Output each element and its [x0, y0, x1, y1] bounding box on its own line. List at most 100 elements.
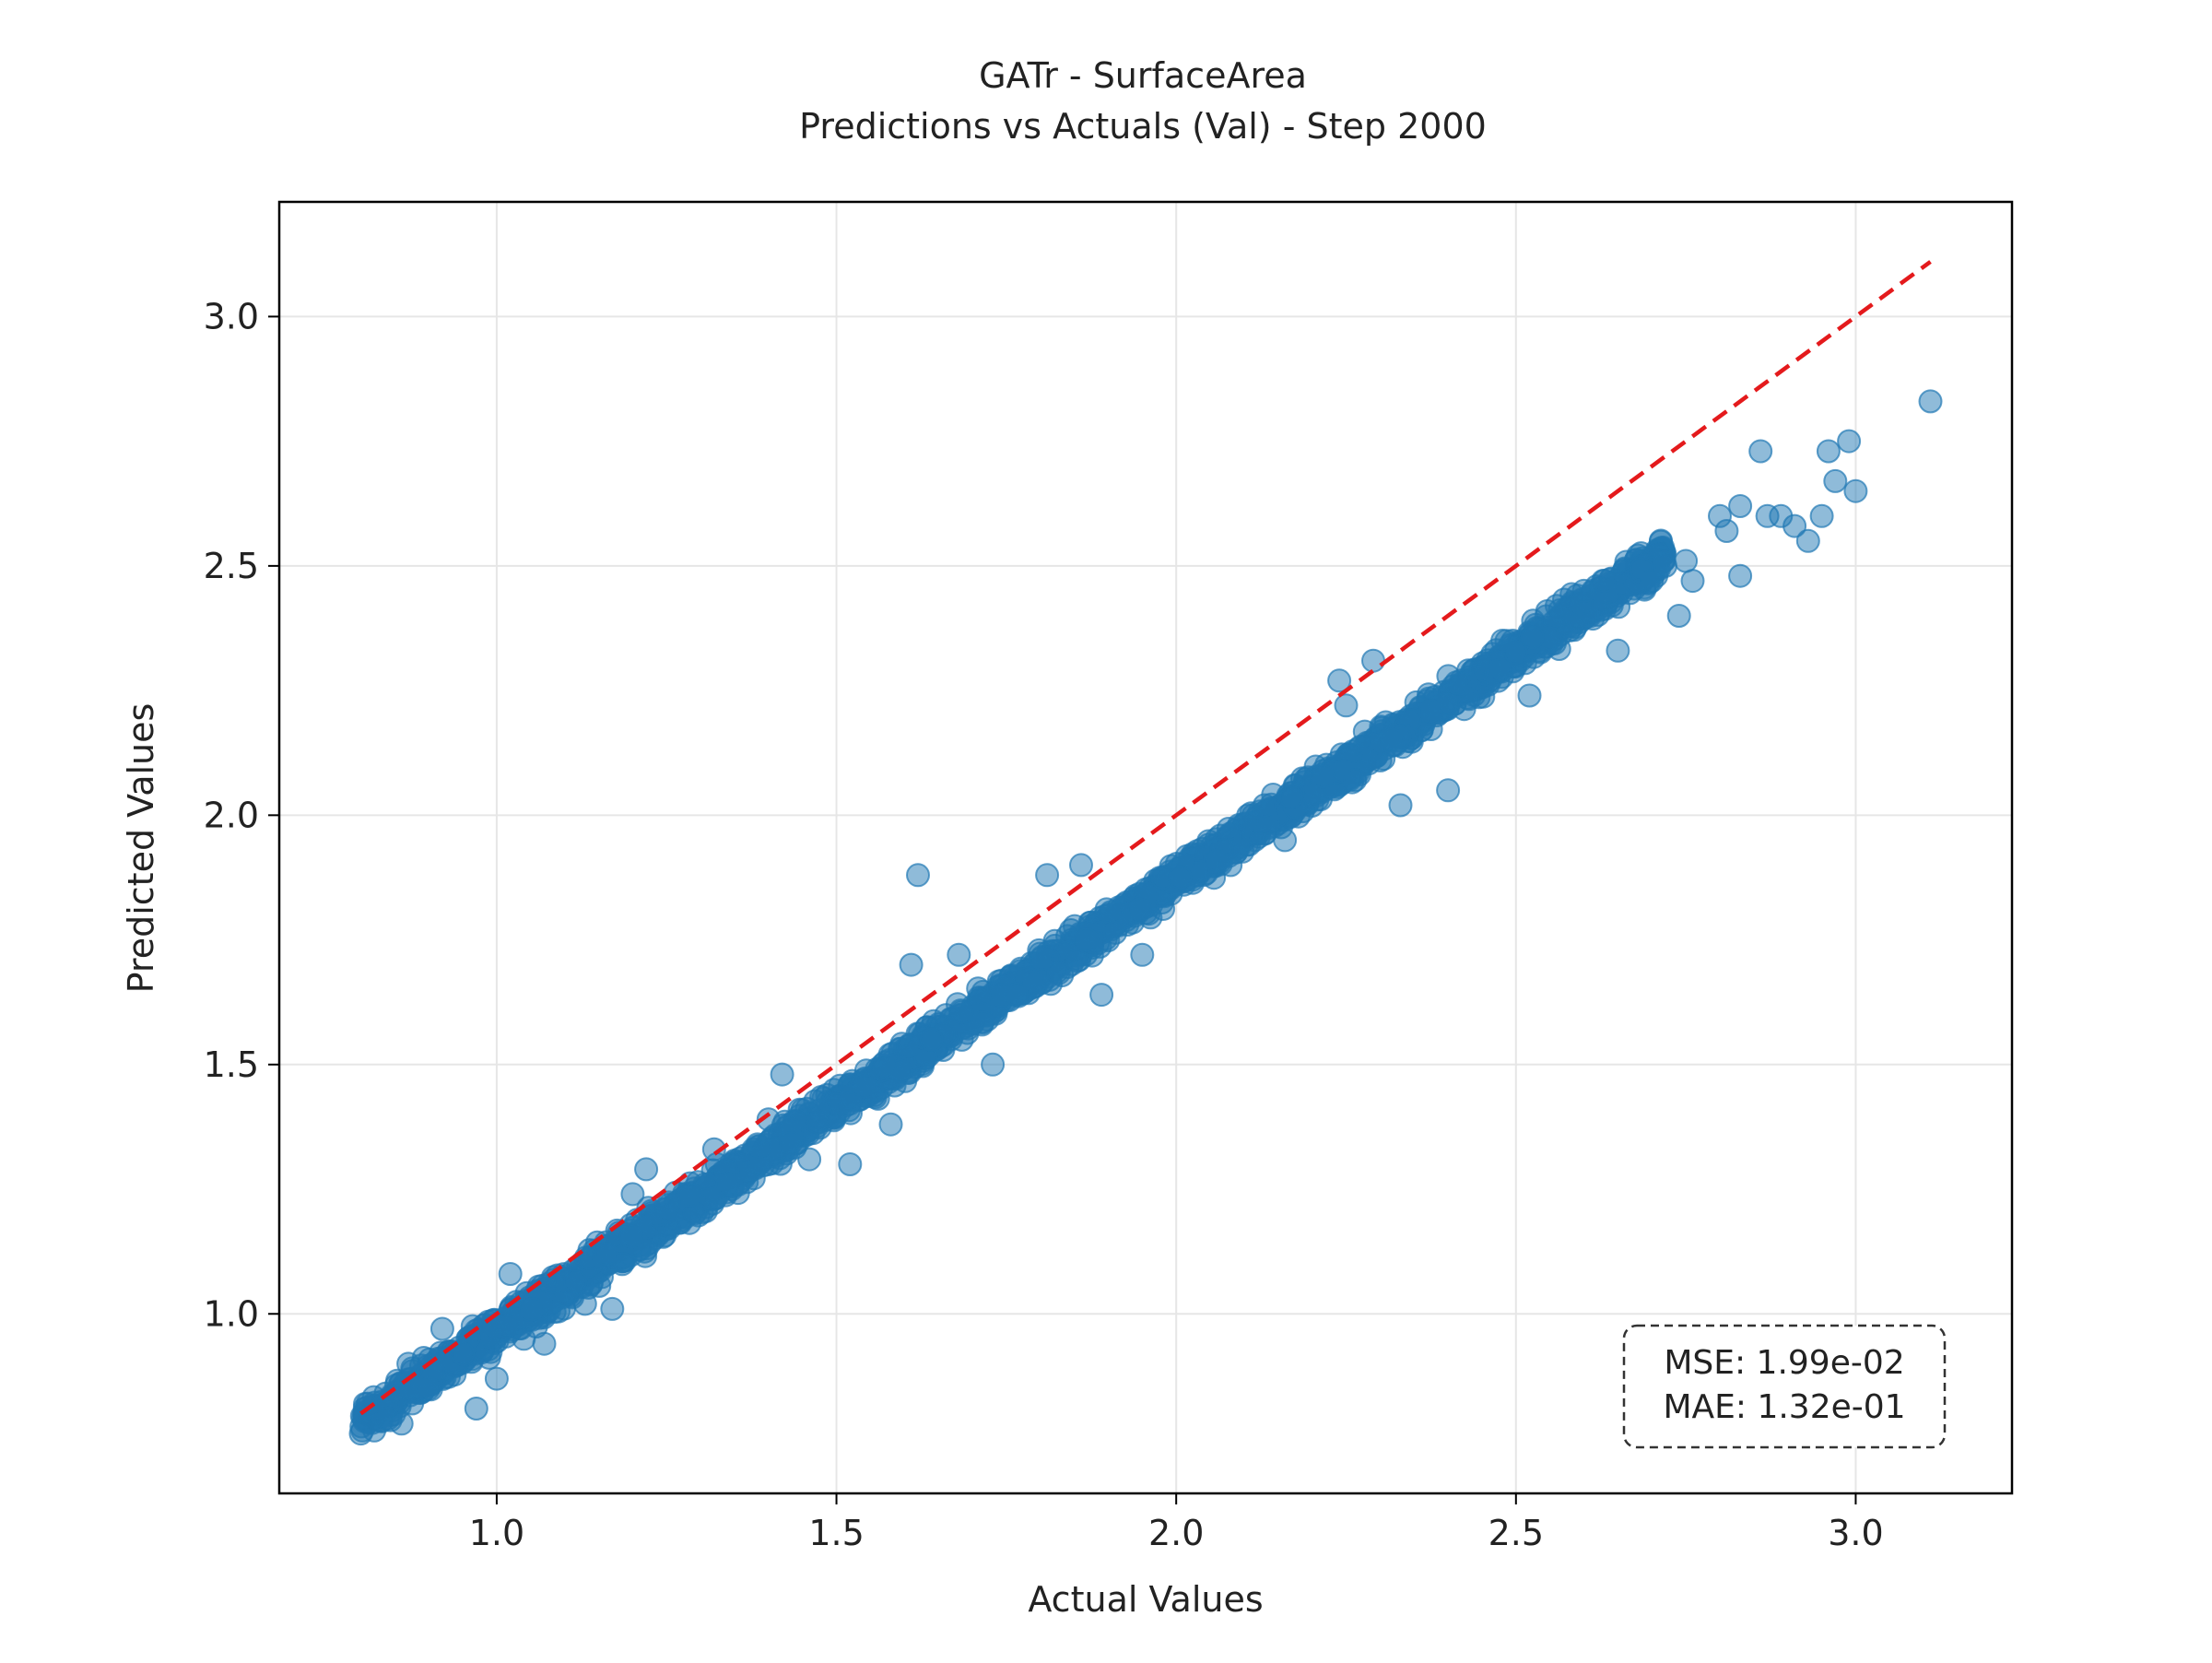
- y-tick-label: 2.0: [204, 795, 259, 835]
- data-point: [1388, 793, 1413, 818]
- data-point: [1490, 629, 1515, 653]
- data-point: [1571, 578, 1596, 603]
- x-tick-label: 2.5: [1488, 1513, 1544, 1553]
- y-tick-label: 3.0: [204, 296, 259, 336]
- data-point: [1253, 793, 1277, 818]
- data-point: [620, 1182, 645, 1207]
- data-point: [1089, 983, 1114, 1008]
- data-point: [1099, 900, 1124, 925]
- data-point: [1783, 513, 1807, 538]
- data-point: [1592, 569, 1617, 594]
- plot-frame: [277, 200, 2014, 1495]
- data-point: [348, 1421, 373, 1446]
- data-point: [1035, 863, 1060, 888]
- data-point: [417, 1376, 441, 1401]
- data-point: [1273, 828, 1298, 853]
- data-point: [838, 1091, 863, 1116]
- data-point: [600, 1296, 625, 1321]
- x-tick-label: 1.5: [808, 1513, 864, 1553]
- data-point: [919, 1027, 944, 1052]
- y-tick-label: 2.5: [204, 546, 259, 586]
- data-point: [464, 1397, 488, 1421]
- data-point: [594, 1242, 619, 1267]
- data-point: [1606, 638, 1630, 663]
- data-point: [429, 1316, 454, 1341]
- data-point: [1020, 970, 1045, 995]
- data-point: [494, 1314, 519, 1339]
- data-point: [1130, 942, 1155, 967]
- data-point: [1168, 865, 1193, 890]
- data-point: [1216, 817, 1241, 841]
- data-point: [1030, 946, 1053, 971]
- data-point: [715, 1172, 740, 1197]
- data-point: [618, 1224, 643, 1249]
- data-point: [1343, 768, 1368, 793]
- data-point: [1674, 548, 1699, 573]
- data-point: [872, 1055, 897, 1079]
- y-tick-label: 1.0: [204, 1293, 259, 1334]
- y-tick-label: 1.5: [204, 1044, 259, 1085]
- data-point: [498, 1262, 523, 1286]
- data-point: [1795, 528, 1820, 553]
- x-axis-label: Actual Values: [1028, 1579, 1263, 1620]
- data-point: [484, 1366, 509, 1391]
- data-point: [1065, 949, 1089, 973]
- metrics-mae: MAE: 1.32e-01: [1663, 1388, 1905, 1426]
- data-point: [747, 1134, 771, 1159]
- data-point: [1127, 897, 1152, 922]
- data-point: [532, 1331, 557, 1356]
- metrics-box: [1622, 1324, 1947, 1449]
- data-point: [899, 952, 924, 977]
- data-point: [1809, 503, 1834, 528]
- data-point: [803, 1089, 828, 1114]
- data-point: [572, 1291, 597, 1316]
- data-point: [389, 1411, 414, 1436]
- data-point: [1436, 778, 1461, 803]
- grid: [279, 202, 2012, 1493]
- data-point: [1680, 569, 1705, 594]
- data-point: [756, 1107, 781, 1132]
- reference-line-group: [359, 260, 1932, 1416]
- scatter-points: [348, 389, 1943, 1446]
- data-point: [520, 1297, 545, 1322]
- reference-line: [359, 260, 1932, 1416]
- x-tick-label: 3.0: [1828, 1513, 1883, 1553]
- data-point: [1380, 727, 1405, 752]
- data-point: [634, 1157, 659, 1182]
- data-point: [1005, 982, 1029, 1007]
- data-point: [451, 1341, 476, 1366]
- data-point: [1279, 784, 1304, 809]
- data-point: [1444, 670, 1468, 695]
- data-point: [396, 1351, 421, 1376]
- data-point: [1816, 439, 1841, 464]
- data-point: [1334, 693, 1359, 718]
- data-point: [947, 942, 971, 967]
- data-point: [838, 1152, 863, 1176]
- data-point: [1103, 920, 1128, 945]
- data-point: [1666, 604, 1691, 628]
- chart-title: GATr - SurfaceArea: [979, 55, 1307, 96]
- x-axis-ticks: 1.0 1.5 2.0 2.5 3.0: [469, 1493, 1884, 1553]
- data-point: [878, 1112, 903, 1137]
- data-point: [1418, 699, 1443, 724]
- data-point: [1545, 594, 1569, 619]
- chart-subtitle: Predictions vs Actuals (Val) - Step 2000: [799, 106, 1487, 147]
- data-point: [1488, 658, 1512, 683]
- data-point: [1918, 389, 1943, 414]
- data-point: [1520, 625, 1545, 650]
- data-point: [853, 1074, 877, 1099]
- data-point: [797, 1147, 822, 1172]
- data-point: [355, 1391, 380, 1416]
- data-point: [654, 1197, 679, 1221]
- data-point: [949, 999, 974, 1024]
- y-axis-ticks: 1.0 1.5 2.0 2.5 3.0: [204, 296, 279, 1334]
- data-point: [1728, 563, 1753, 588]
- data-point: [1075, 927, 1100, 952]
- y-axis-label: Predicted Values: [121, 703, 161, 994]
- data-point: [563, 1269, 588, 1294]
- data-point: [981, 1052, 1006, 1077]
- x-tick-label: 2.0: [1148, 1513, 1204, 1553]
- data-point: [1640, 569, 1665, 594]
